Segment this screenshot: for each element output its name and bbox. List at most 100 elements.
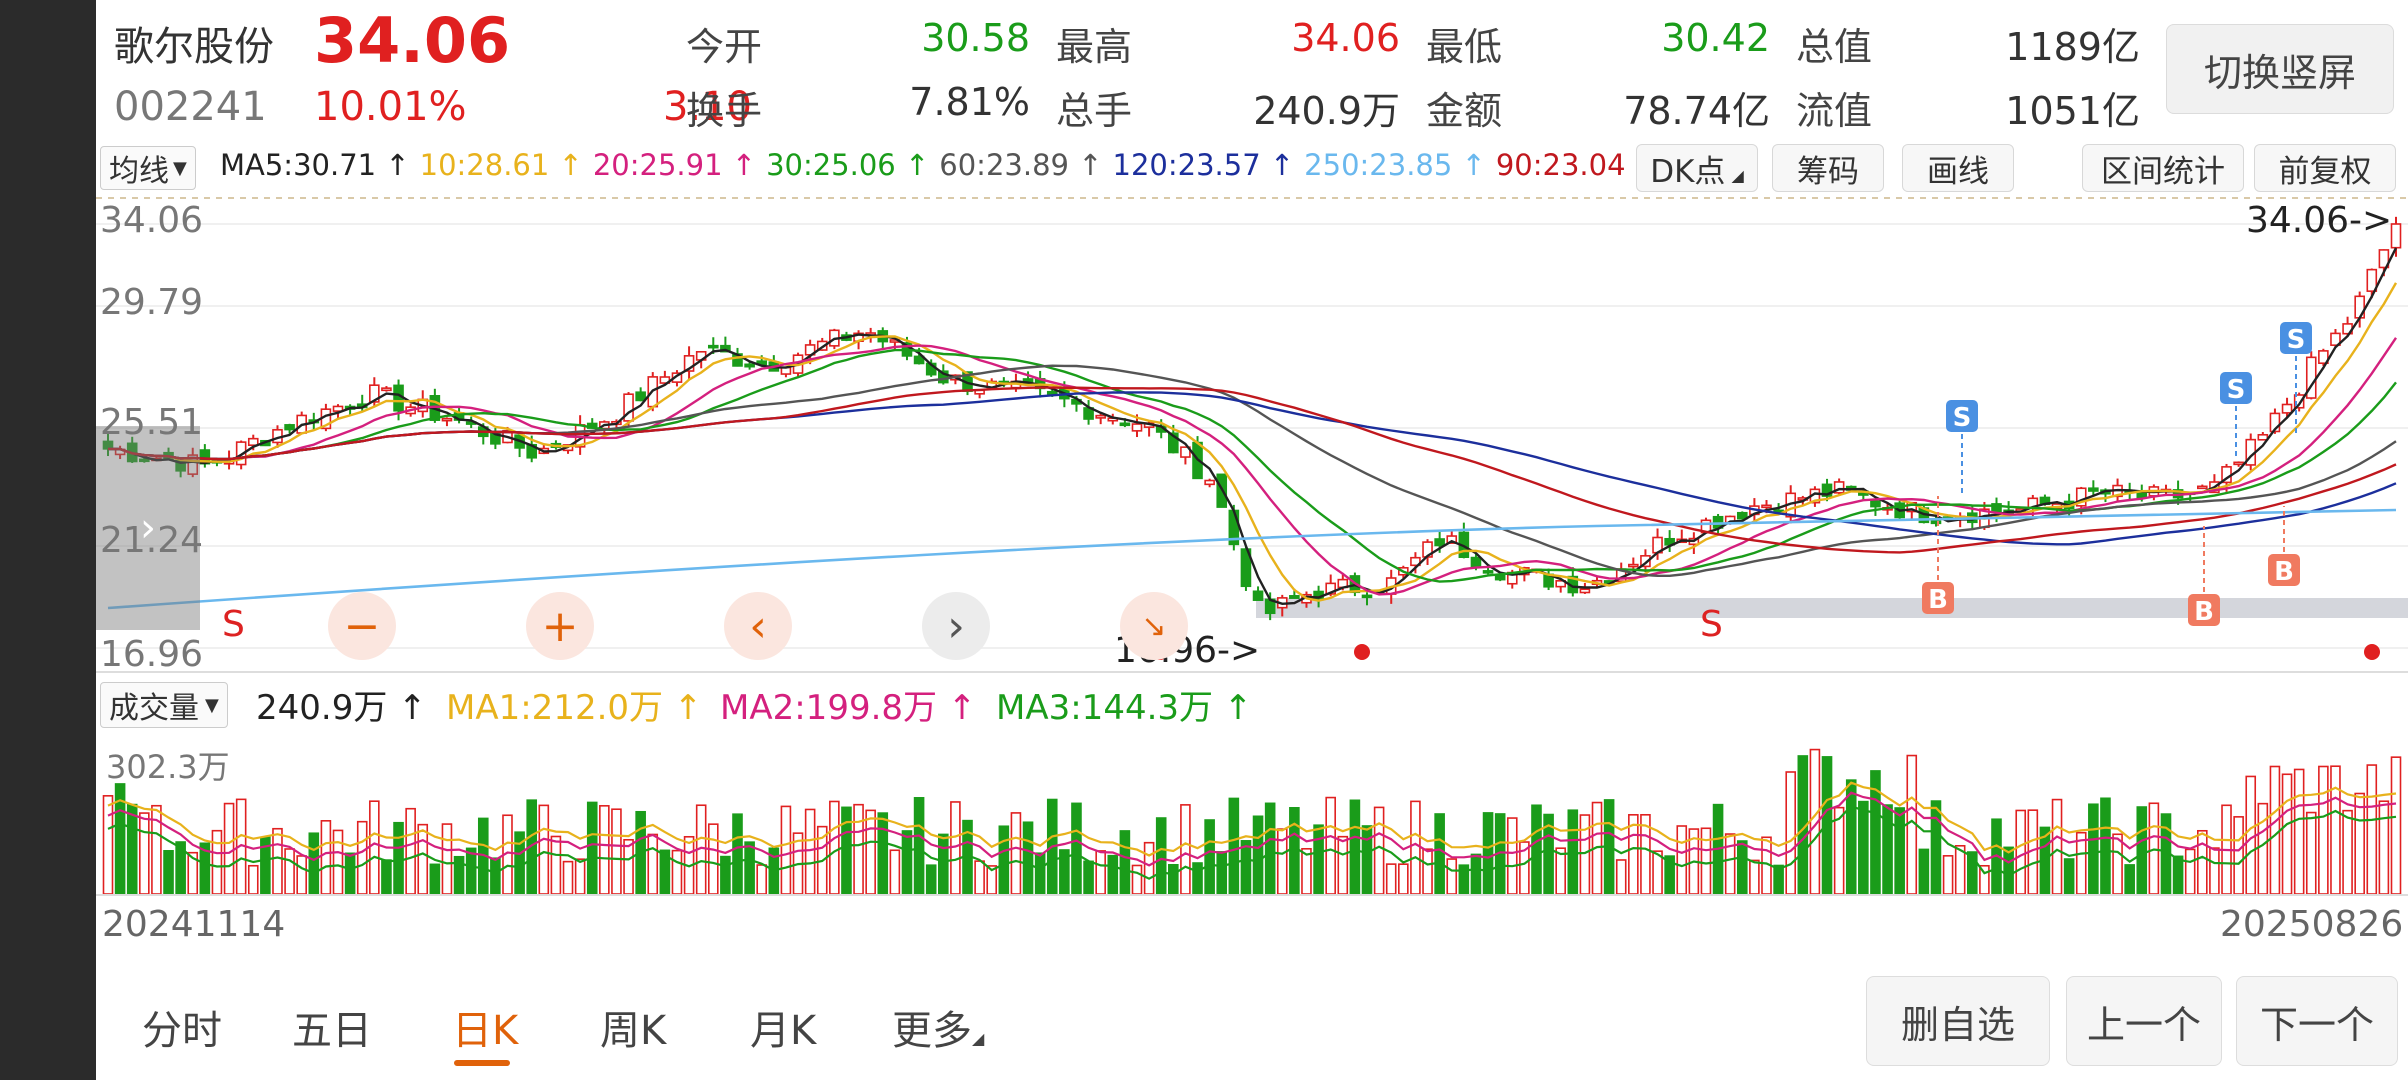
volume-chart[interactable] [96,736,2408,896]
dk-point-button[interactable]: DK点 ◢ [1636,144,1758,192]
candle-body [2197,485,2208,490]
tab-daily-k[interactable]: 日K [452,1008,519,1054]
candle-body [938,370,949,384]
volume-bar [1724,833,1736,895]
volume-bar [1482,812,1494,895]
volume-bar [2378,800,2390,895]
volume-bar [1506,817,1518,895]
scroll-left-icon[interactable]: ‹ [724,592,792,660]
tab-five-day[interactable]: 五日 [292,1008,372,1054]
volume-bar [2136,806,2148,895]
volume-ma3: MA3:144.3万 ↑ [996,688,1253,728]
candle-body [393,384,404,412]
candle-body [2281,403,2293,414]
ma-legend-item: 90:23.04 ↑ [1495,148,1660,182]
candle-body [1325,582,1336,595]
candle-body [1821,483,1833,497]
caret-down-icon: ▼ [173,157,187,179]
zoom-in-icon[interactable]: + [526,592,594,660]
tab-more[interactable]: 更多◢ [892,998,984,1056]
switch-portrait-button[interactable]: 切换竖屏 [2166,24,2394,114]
quote-value: 7.81% [909,80,1030,124]
restore-icon[interactable]: ↘ [1120,592,1188,660]
signal-dot [1354,644,1370,660]
s-signal-marker-label: S [2227,375,2246,405]
volume-bar [1083,860,1094,895]
quote-value: 78.74亿 [1623,89,1770,133]
draw-line-button[interactable]: 画线 [1902,144,2014,192]
change-amount: 3.10 [662,84,752,130]
ma-legend-item: 10:28.61 ↑ [419,148,583,182]
volume-bar [2330,765,2341,895]
volume-bar [2197,829,2208,895]
volume-bar [586,801,598,895]
volume-bar [1470,853,1482,895]
volume-bar [2051,798,2063,895]
candle-body [1761,504,1772,509]
previous-stock-button[interactable]: 上一个 [2066,976,2222,1066]
price-axis-label: 16.96 [100,634,204,675]
candle-body [707,344,719,349]
ma-line [107,348,2397,583]
high-price-marker: 34.06-> [2246,200,2393,241]
tab-weekly-k[interactable]: 周K [600,1008,667,1054]
volume-bar [901,830,913,895]
zoom-out-icon[interactable]: − [328,592,396,660]
volume-bar [490,857,501,895]
tab-monthly-k[interactable]: 月K [750,1008,817,1054]
volume-bar [1858,800,1869,895]
volume-bar [1252,815,1264,895]
volume-bar [1410,800,1421,895]
tab-minute[interactable]: 分时 [142,1008,222,1054]
side-expand-handle[interactable]: › [96,426,200,630]
quote-label: 流值 [1796,89,1873,133]
quote-label: 换手 [686,89,763,133]
quote-label: 总值 [1796,25,1873,69]
range-stats-button[interactable]: 区间统计 [2082,144,2244,192]
volume-bar [2015,809,2027,895]
volume-select-label: 成交量 [109,691,199,726]
ma-select[interactable]: 均线 ▼ [100,146,196,190]
kline-chart[interactable]: S S S B B B S S [96,196,2408,674]
quote-value: 240.9万 [1253,89,1400,133]
volume-bar [1289,807,1300,895]
remove-watchlist-button[interactable]: 删自选 [1866,976,2050,1066]
volume-bar [538,804,550,895]
volume-bar [1034,852,1046,895]
stock-code: 002241 [114,84,267,130]
volume-bar [429,863,441,895]
s-signal-marker-label: S [1953,403,1972,433]
chip-button[interactable]: 筹码 [1772,144,1884,192]
candle-body [1434,538,1445,547]
ma-line-250 [107,508,2397,610]
volume-bar [369,800,380,895]
quote-value: 30.42 [1661,16,1770,60]
candle-body [2378,249,2390,269]
change-percent: 10.01% [314,84,467,130]
volume-bar [1022,821,1034,895]
volume-bar [1131,864,1143,895]
quote-label: 最低 [1426,25,1503,69]
volume-bar [889,849,901,895]
ma-line [107,386,2397,554]
volume-bar [356,820,368,895]
candle-body [683,355,695,372]
volume-bar [1531,804,1542,895]
adjust-button[interactable]: 前复权 [2254,144,2396,192]
scroll-right-icon[interactable]: › [922,592,990,660]
volume-bar [1071,802,1082,895]
price-axis-label: 21.24 [100,520,204,561]
candle-body [1736,511,1748,520]
ma-legend-item: 30:25.06 ↑ [766,148,930,182]
volume-bar [211,829,223,895]
candle-body [1446,535,1458,544]
volume-select[interactable]: 成交量 ▼ [100,682,228,728]
volume-bar [1942,855,1954,895]
ma-legend-item: MA5:30.71 ↑ [220,148,410,182]
b-signal-marker-label: B [2274,557,2294,587]
candle-body [744,363,755,368]
volume-bar [1228,797,1240,895]
next-stock-button[interactable]: 下一个 [2236,976,2398,1066]
volume-bar [2233,816,2244,895]
b-signal-marker [2268,554,2300,586]
